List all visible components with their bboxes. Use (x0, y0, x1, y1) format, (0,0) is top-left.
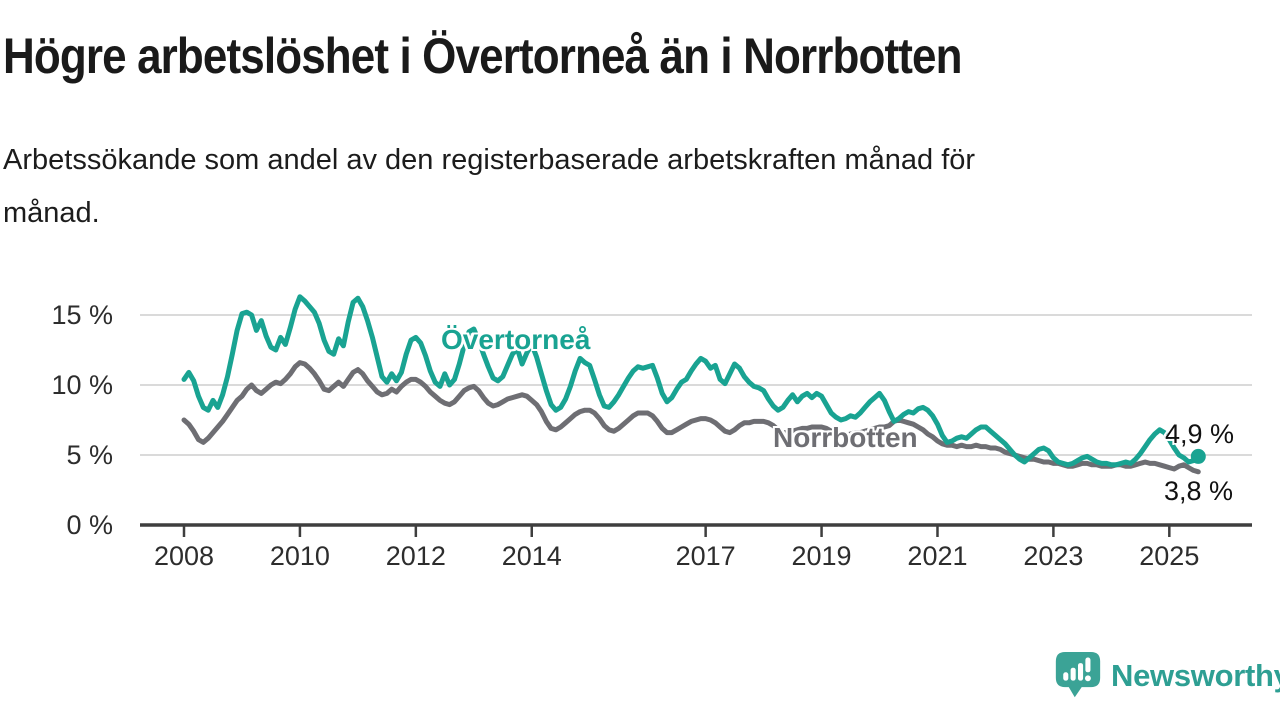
x-axis-label-2008: 2008 (153, 541, 215, 571)
page-title: Högre arbetslöshet i Övertorneå än i Nor… (3, 28, 962, 84)
x-axis-label-2010: 2010 (269, 541, 330, 571)
overtornea-line (181, 294, 1201, 468)
gridlines (140, 314, 1252, 456)
norrbotten-series-label: Norrbotten (773, 422, 918, 453)
overtornea-end-dot (1190, 448, 1206, 464)
chart-subtitle-line1: Arbetssökande som andel av den registerb… (3, 144, 976, 176)
x-axis-label-2021: 2021 (907, 541, 968, 571)
x-axis-label-2014: 2014 (501, 541, 562, 571)
x-axis-label-2012: 2012 (385, 541, 446, 571)
newsworthy-logo: Newsworthy (1054, 650, 1280, 702)
y-axis-label-10: 10 % (51, 370, 113, 400)
x-axis-ticks (182, 525, 1171, 537)
norrbotten-end-value-label: 3,8 % (1164, 476, 1234, 506)
chart-subtitle: Arbetssökande som andel av den registerb… (3, 134, 1223, 240)
x-axis-label-2025: 2025 (1139, 541, 1200, 571)
x-axis-label-2023: 2023 (1023, 541, 1084, 571)
x-axis-label-2017: 2017 (675, 541, 736, 571)
x-axis-label-2019: 2019 (791, 541, 852, 571)
newsworthy-wordmark: Newsworthy (1111, 658, 1280, 693)
y-axis-label-15: 15 % (51, 300, 113, 330)
overtornea-series-label: Övertorneå (441, 324, 591, 355)
y-axis-label-0: 0 % (66, 510, 113, 540)
newsworthy-bubble-icon (1055, 652, 1101, 698)
chart-subtitle-line2: månad. (3, 197, 100, 229)
y-axis-label-5: 5 % (66, 440, 113, 470)
overtornea-end-value-label: 4,9 % (1165, 419, 1235, 449)
